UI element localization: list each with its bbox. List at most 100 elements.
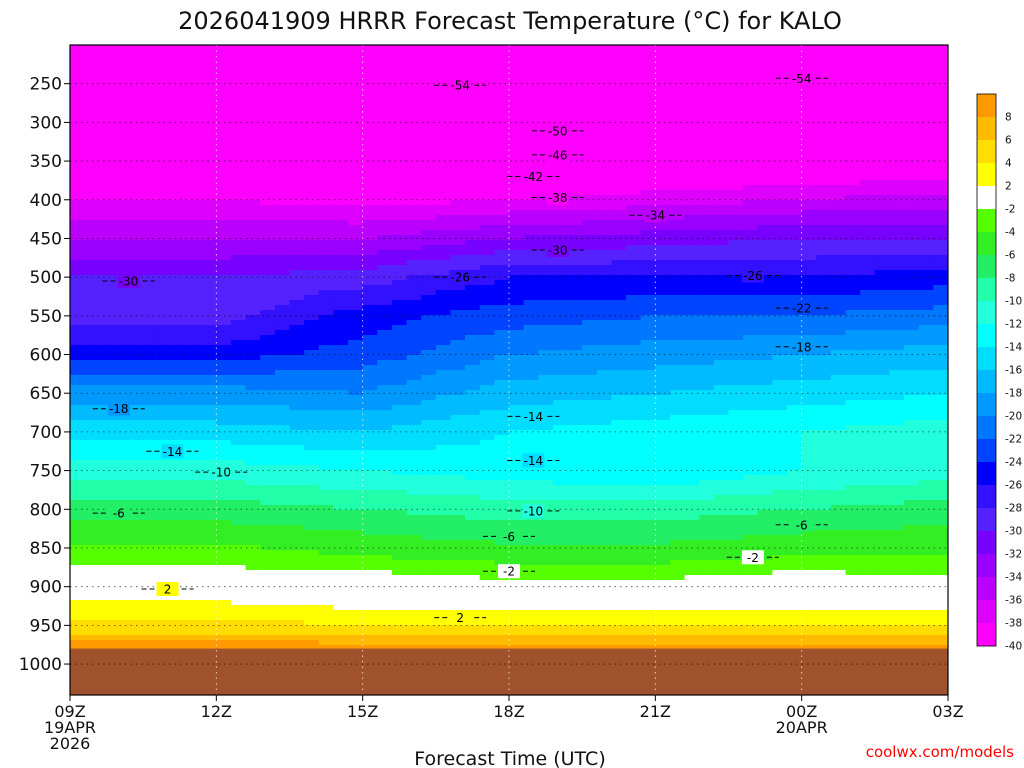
- temperature-cell: [509, 610, 525, 616]
- temperature-cell: [435, 225, 452, 231]
- temperature-cell: [479, 140, 495, 146]
- temperature-cell: [362, 445, 378, 451]
- temperature-cell: [421, 95, 437, 101]
- temperature-cell: [245, 80, 261, 86]
- temperature-cell: [479, 290, 495, 296]
- temperature-cell: [318, 280, 334, 286]
- temperature-cell: [552, 255, 569, 261]
- temperature-cell: [84, 210, 100, 216]
- temperature-cell: [611, 100, 627, 106]
- temperature-cell: [406, 475, 422, 481]
- temperature-cell: [552, 645, 569, 651]
- temperature-cell: [465, 110, 481, 116]
- temperature-cell: [479, 285, 495, 291]
- temperature-cell: [187, 145, 203, 151]
- temperature-cell: [362, 455, 378, 461]
- temperature-cell: [377, 645, 393, 651]
- temperature-cell: [596, 45, 613, 51]
- temperature-cell: [216, 165, 232, 171]
- temperature-cell: [567, 505, 583, 511]
- temperature-cell: [494, 580, 510, 586]
- temperature-cell: [245, 210, 261, 216]
- temperature-cell: [157, 185, 174, 191]
- temperature-cell: [70, 480, 86, 486]
- temperature-cell: [582, 465, 598, 471]
- temperature-cell: [421, 380, 437, 386]
- temperature-cell: [157, 190, 174, 196]
- temperature-cell: [626, 190, 642, 196]
- temperature-cell: [348, 220, 364, 226]
- temperature-cell: [377, 560, 393, 566]
- temperature-cell: [435, 575, 452, 581]
- temperature-cell: [523, 500, 539, 506]
- temperature-cell: [70, 495, 86, 501]
- temperature-cell: [187, 300, 203, 306]
- temperature-cell: [538, 85, 554, 91]
- temperature-cell: [552, 615, 569, 621]
- temperature-cell: [70, 615, 86, 621]
- temperature-cell: [377, 130, 393, 136]
- temperature-cell: [216, 575, 232, 581]
- temperature-cell: [538, 570, 554, 576]
- temperature-cell: [99, 85, 115, 91]
- temperature-cell: [128, 390, 144, 396]
- temperature-cell: [494, 90, 510, 96]
- temperature-cell: [494, 475, 510, 481]
- temperature-cell: [304, 175, 320, 181]
- temperature-cell: [552, 570, 569, 576]
- temperature-cell: [435, 85, 452, 91]
- temperature-cell: [260, 450, 276, 456]
- temperature-cell: [216, 555, 232, 561]
- temperature-cell: [84, 315, 100, 321]
- temperature-cell: [70, 430, 86, 436]
- temperature-cell: [157, 415, 174, 421]
- temperature-cell: [567, 345, 583, 351]
- temperature-cell: [406, 185, 422, 191]
- temperature-cell: [538, 620, 554, 626]
- temperature-cell: [274, 625, 291, 631]
- temperature-cell: [582, 90, 598, 96]
- temperature-cell: [113, 485, 130, 491]
- temperature-cell: [70, 395, 86, 401]
- temperature-cell: [318, 460, 334, 466]
- temperature-cell: [435, 350, 452, 356]
- temperature-cell: [172, 380, 188, 386]
- temperature-cell: [421, 175, 437, 181]
- temperature-cell: [274, 75, 291, 81]
- temperature-cell: [348, 460, 364, 466]
- temperature-cell: [260, 315, 276, 321]
- temperature-cell: [84, 435, 100, 441]
- temperature-cell: [582, 560, 598, 566]
- temperature-cell: [333, 605, 349, 611]
- temperature-cell: [113, 580, 130, 586]
- temperature-cell: [304, 420, 320, 426]
- temperature-cell: [406, 155, 422, 161]
- temperature-cell: [596, 605, 613, 611]
- temperature-cell: [538, 260, 554, 266]
- temperature-cell: [333, 515, 349, 521]
- temperature-cell: [128, 225, 144, 231]
- temperature-cell: [377, 610, 393, 616]
- temperature-cell: [611, 285, 627, 291]
- temperature-cell: [494, 385, 510, 391]
- temperature-cell: [450, 390, 466, 396]
- temperature-cell: [201, 140, 217, 146]
- temperature-cell: [245, 195, 261, 201]
- temperature-cell: [552, 495, 569, 501]
- temperature-cell: [230, 75, 247, 81]
- temperature-cell: [523, 575, 539, 581]
- temperature-cell: [582, 150, 598, 156]
- temperature-cell: [611, 45, 627, 51]
- temperature-cell: [187, 555, 203, 561]
- temperature-cell: [552, 260, 569, 266]
- temperature-cell: [406, 370, 422, 376]
- temperature-cell: [362, 610, 378, 616]
- temperature-cell: [362, 220, 378, 226]
- temperature-cell: [289, 575, 305, 581]
- temperature-cell: [70, 585, 86, 591]
- temperature-cell: [318, 200, 334, 206]
- temperature-cell: [391, 110, 408, 116]
- temperature-cell: [450, 135, 466, 141]
- temperature-cell: [509, 200, 525, 206]
- temperature-cell: [201, 380, 217, 386]
